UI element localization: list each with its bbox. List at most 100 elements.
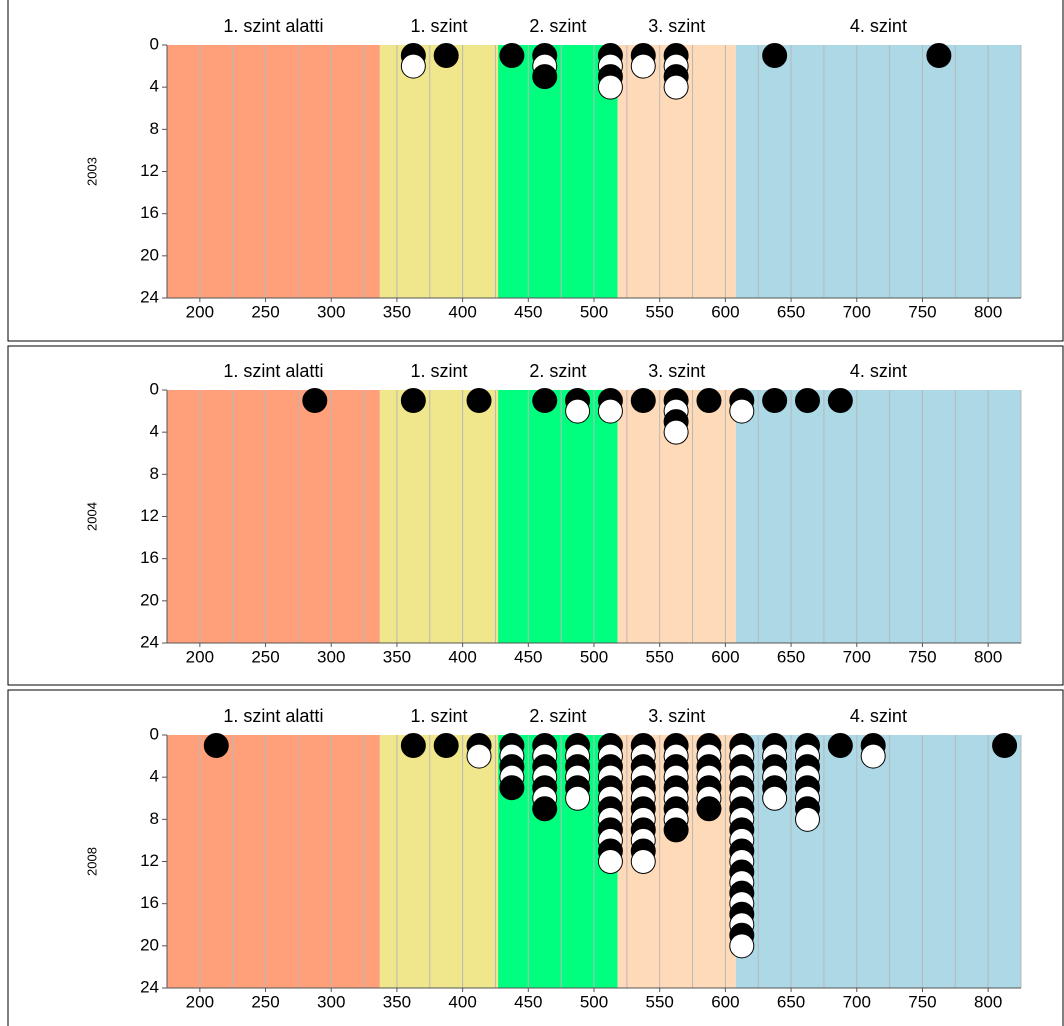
x-tick-label: 700 [843,302,871,321]
y-tick-label: 24 [140,977,159,996]
dot-stack [532,733,558,822]
x-tick-label: 200 [186,647,214,666]
y-tick-label: 20 [140,590,159,609]
dot [466,743,492,769]
dot [860,743,886,769]
x-tick-label: 450 [514,647,542,666]
x-tick-label: 300 [317,992,345,1011]
region [379,735,499,988]
region-label: 1. szint [410,706,467,726]
dot-stack [729,388,755,424]
dot-stack [400,733,426,759]
dot [203,733,229,759]
dot [663,74,689,100]
dot [762,43,788,69]
x-tick-label: 550 [646,302,674,321]
dot-stack [565,388,591,424]
dot-stack [729,733,755,959]
y-axis-label: 2003 [84,157,99,186]
dot [926,43,952,69]
x-tick-label: 450 [514,302,542,321]
dot-stack [532,43,558,90]
x-tick-label: 200 [186,302,214,321]
y-tick-label: 24 [140,632,159,651]
x-tick-label: 400 [448,992,476,1011]
x-tick-label: 350 [383,647,411,666]
region [379,45,499,298]
dot [400,733,426,759]
x-tick-label: 250 [251,647,279,666]
dot-stack [992,733,1018,759]
x-tick-label: 600 [711,992,739,1011]
region [167,45,380,298]
dot [565,785,591,811]
dot-stack [532,388,558,414]
panel-frame [7,689,1064,1026]
dot [597,849,623,874]
y-tick-label: 12 [140,851,159,870]
x-tick-label: 800 [974,647,1002,666]
dot [696,388,722,414]
dot [499,775,525,801]
dot [663,817,689,843]
region-label: 1. szint [410,16,467,36]
dot [532,64,558,90]
y-tick-label: 0 [150,724,159,743]
dot-stack [860,733,886,769]
dot [466,388,492,414]
dot [532,388,558,414]
dot-stack [565,733,591,811]
x-tick-label: 550 [646,992,674,1011]
dot-stack [499,733,525,801]
x-tick-label: 250 [251,992,279,1011]
region-label: 4. szint [850,361,907,381]
dot-stack [762,43,788,69]
x-tick-label: 450 [514,992,542,1011]
y-axis-label: 2008 [84,847,99,876]
x-tick-label: 250 [251,302,279,321]
dot [729,933,755,959]
region-label: 2. szint [529,361,586,381]
region [498,45,618,298]
region-label: 1. szint alatti [223,706,323,726]
dot-stack [597,388,623,424]
region [379,390,499,643]
x-tick-label: 500 [580,302,608,321]
region-label: 4. szint [850,16,907,36]
dot [565,398,591,424]
panel: 1. szint alatti 1. szint 2. szint 3. szint 4… [7,0,1064,342]
dot-stack [827,388,853,414]
dot [433,43,459,69]
x-tick-label: 750 [908,647,936,666]
dot [532,796,558,822]
y-tick-label: 0 [150,379,159,398]
dot-stack [696,388,722,414]
region-label: 3. szint [648,16,705,36]
region-label: 1. szint alatti [223,361,323,381]
x-tick-label: 650 [777,647,805,666]
dot [762,785,788,811]
y-tick-label: 20 [140,935,159,954]
x-tick-label: 500 [580,992,608,1011]
dot-stack [926,43,952,69]
y-tick-label: 4 [150,767,159,786]
x-tick-label: 650 [777,992,805,1011]
dot [597,398,623,424]
x-tick-label: 600 [711,647,739,666]
dot-stack [597,733,623,874]
dot-stack [466,733,492,769]
x-tick-label: 800 [974,992,1002,1011]
region [735,390,1021,643]
dot-stack [795,733,820,832]
region-label: 1. szint alatti [223,16,323,36]
y-tick-label: 12 [140,161,159,180]
y-tick-label: 12 [140,506,159,525]
dot [795,806,820,832]
dot-stack [762,388,788,414]
dot-stack [762,733,788,811]
y-tick-label: 20 [140,245,159,264]
x-tick-label: 600 [711,302,739,321]
panel: 1. szint alatti 1. szint 2. szint 3. szint 4… [7,345,1064,686]
dot-stack [466,388,492,414]
dot-stack [630,43,656,79]
